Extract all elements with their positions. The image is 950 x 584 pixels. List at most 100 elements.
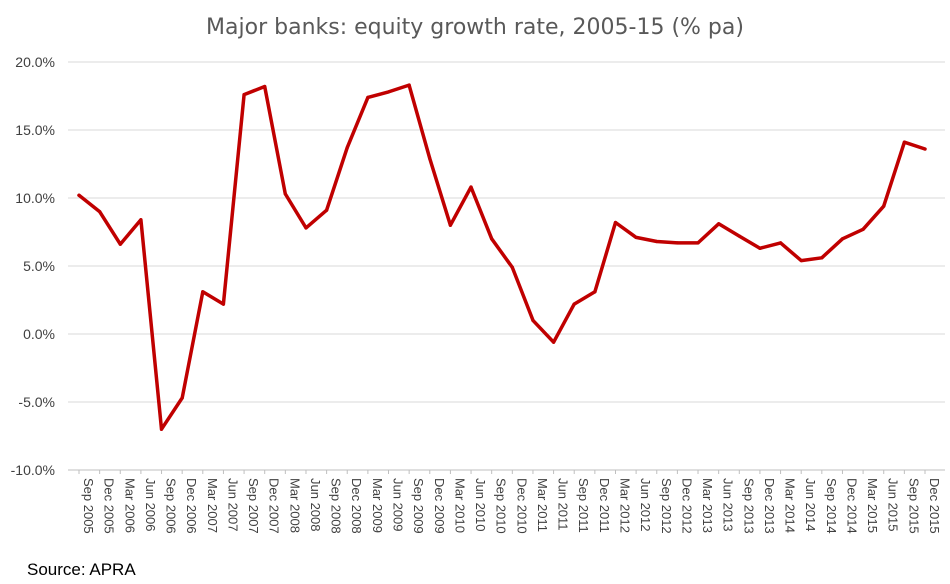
data-point	[407, 83, 411, 87]
x-tick-label: Sep 2012	[659, 478, 674, 534]
x-tick-label: Sep 2014	[824, 478, 839, 534]
x-tick-label: Jun 2014	[803, 478, 818, 532]
data-point	[696, 241, 700, 245]
x-tick-label: Sep 2008	[329, 478, 344, 534]
y-tick-label: 20.0%	[15, 54, 55, 70]
y-tick-label: 0.0%	[23, 326, 55, 342]
data-point	[325, 208, 329, 212]
data-point	[77, 193, 81, 197]
y-tick-label: 5.0%	[23, 258, 55, 274]
data-point	[469, 185, 473, 189]
chart-title: Major banks: equity growth rate, 2005-15…	[206, 15, 744, 40]
data-point	[882, 204, 886, 208]
x-tick-label: Dec 2009	[432, 478, 447, 534]
data-point	[717, 222, 721, 226]
data-point	[304, 226, 308, 230]
data-point	[613, 220, 618, 225]
x-tick-label: Sep 2015	[906, 478, 921, 534]
x-tick-label: Jun 2011	[556, 478, 571, 531]
data-point	[551, 340, 556, 344]
data-point	[448, 223, 453, 227]
data-point	[861, 227, 865, 231]
data-point	[345, 146, 349, 150]
y-axis-ticks: -10.0% -5.0% 0.0% 5.0% 10.0% 15.0% 20.0%	[11, 54, 55, 478]
x-tick-label: Sep 2007	[246, 478, 261, 534]
data-point	[428, 156, 432, 161]
gridlines	[68, 61, 945, 471]
data-point	[118, 242, 122, 246]
x-tick-label: Dec 2008	[349, 478, 364, 534]
x-tick-label: Mar 2008	[287, 478, 302, 533]
x-tick-label: Sep 2010	[494, 478, 509, 534]
x-tick-label: Sep 2005	[81, 478, 96, 534]
data-point	[778, 241, 783, 245]
x-tick-label: Dec 2011	[597, 478, 612, 533]
x-tick-label: Sep 2011	[576, 478, 591, 533]
x-tick-label: Sep 2013	[741, 478, 756, 534]
x-tick-label: Dec 2007	[267, 478, 282, 534]
data-point	[283, 192, 287, 196]
x-axis-ticks: Sep 2005 Dec 2005 Mar 2006 Jun 2006 Sep 2006…	[78, 470, 942, 534]
data-point	[159, 427, 164, 431]
data-point	[139, 218, 143, 222]
x-tick-label: Mar 2010	[452, 478, 467, 533]
data-point	[98, 210, 102, 214]
x-tick-label: Mar 2009	[370, 478, 385, 533]
x-tick-label: Sep 2006	[164, 478, 179, 534]
x-tick-label: Mar 2014	[783, 478, 798, 533]
data-point	[634, 235, 638, 240]
x-tick-label: Mar 2013	[700, 478, 715, 533]
data-point	[840, 237, 845, 241]
series-layer	[77, 83, 927, 431]
y-tick-label: -5.0%	[18, 394, 55, 410]
x-tick-label: Jun 2006	[143, 478, 158, 532]
x-tick-label: Dec 2014	[844, 478, 859, 534]
data-point	[386, 90, 391, 94]
data-point	[902, 140, 906, 144]
data-point	[180, 396, 184, 400]
data-point	[737, 234, 741, 238]
x-tick-label: Dec 2012	[679, 478, 694, 534]
x-tick-label: Sep 2009	[411, 478, 426, 534]
x-tick-label: Jun 2009	[391, 478, 406, 532]
source-note: Source: APRA	[27, 560, 136, 579]
x-tick-label: Jun 2007	[225, 478, 240, 532]
data-point	[366, 95, 370, 99]
data-point	[242, 93, 246, 97]
data-point	[490, 237, 494, 241]
x-tick-label: Mar 2007	[205, 478, 220, 533]
data-point	[675, 241, 679, 245]
x-tick-label: Mar 2012	[617, 478, 632, 533]
x-tick-label: Jun 2013	[721, 478, 736, 532]
data-point	[221, 302, 226, 306]
data-point	[820, 256, 824, 260]
x-tick-label: Mar 2011	[535, 478, 550, 532]
data-point	[593, 290, 597, 294]
y-tick-label: 15.0%	[15, 122, 55, 138]
data-point	[655, 239, 659, 244]
data-point	[263, 84, 267, 89]
data-point	[799, 258, 803, 263]
data-point	[201, 290, 205, 294]
x-tick-label: Dec 2006	[184, 478, 199, 534]
x-tick-label: Dec 2015	[927, 478, 942, 534]
data-point	[531, 318, 535, 322]
x-tick-label: Jun 2012	[638, 478, 653, 532]
y-tick-label: -10.0%	[11, 462, 55, 478]
data-point	[572, 302, 576, 306]
data-point	[758, 246, 762, 250]
x-tick-label: Mar 2015	[865, 478, 880, 533]
x-tick-label: Jun 2010	[473, 478, 488, 532]
data-point	[510, 265, 514, 269]
x-tick-label: Dec 2005	[102, 478, 117, 534]
data-point	[923, 147, 927, 151]
x-tick-label: Dec 2010	[514, 478, 529, 534]
y-tick-label: 10.0%	[15, 190, 55, 206]
x-tick-label: Dec 2013	[762, 478, 777, 534]
series-line	[77, 83, 927, 431]
x-tick-label: Mar 2006	[122, 478, 137, 533]
x-tick-label: Jun 2008	[308, 478, 323, 532]
x-tick-label: Jun 2015	[886, 478, 901, 532]
